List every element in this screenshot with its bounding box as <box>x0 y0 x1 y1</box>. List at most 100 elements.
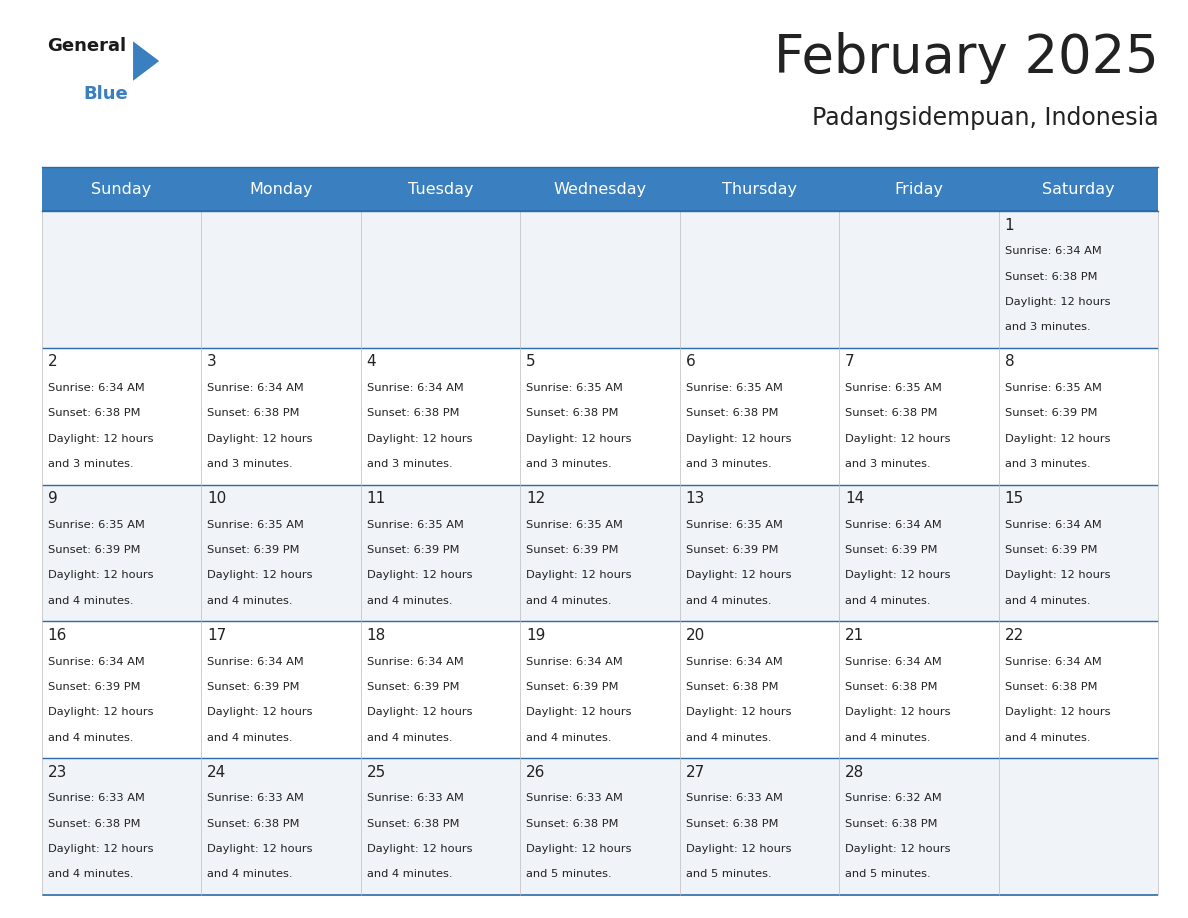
Text: Sunset: 6:38 PM: Sunset: 6:38 PM <box>1005 682 1098 692</box>
Text: 5: 5 <box>526 354 536 369</box>
Text: Sunset: 6:39 PM: Sunset: 6:39 PM <box>48 682 140 692</box>
Text: Sunrise: 6:34 AM: Sunrise: 6:34 AM <box>1005 520 1101 530</box>
Bar <box>520 758 680 895</box>
Text: Daylight: 12 hours: Daylight: 12 hours <box>1005 433 1111 443</box>
Text: Sunset: 6:39 PM: Sunset: 6:39 PM <box>367 682 459 692</box>
Text: 14: 14 <box>845 491 865 506</box>
Text: Daylight: 12 hours: Daylight: 12 hours <box>685 570 791 580</box>
Text: Sunrise: 6:33 AM: Sunrise: 6:33 AM <box>207 793 304 803</box>
Text: and 4 minutes.: and 4 minutes. <box>685 596 771 606</box>
Text: Daylight: 12 hours: Daylight: 12 hours <box>48 844 153 854</box>
Text: Daylight: 12 hours: Daylight: 12 hours <box>1005 297 1111 307</box>
Bar <box>361 348 520 485</box>
Text: and 3 minutes.: and 3 minutes. <box>845 459 931 469</box>
Text: and 3 minutes.: and 3 minutes. <box>1005 322 1091 332</box>
Text: Daylight: 12 hours: Daylight: 12 hours <box>685 433 791 443</box>
Text: and 4 minutes.: and 4 minutes. <box>845 733 930 743</box>
Bar <box>361 758 520 895</box>
Text: 1: 1 <box>1005 218 1015 232</box>
Text: Sunrise: 6:35 AM: Sunrise: 6:35 AM <box>845 383 942 393</box>
Text: Sunset: 6:38 PM: Sunset: 6:38 PM <box>526 409 619 419</box>
Text: Daylight: 12 hours: Daylight: 12 hours <box>685 844 791 854</box>
Text: Daylight: 12 hours: Daylight: 12 hours <box>207 844 312 854</box>
Bar <box>839 348 999 485</box>
Bar <box>999 621 1158 758</box>
Text: and 4 minutes.: and 4 minutes. <box>845 596 930 606</box>
Text: and 4 minutes.: and 4 minutes. <box>48 869 133 879</box>
Bar <box>680 211 839 348</box>
Bar <box>42 758 201 895</box>
Bar <box>839 621 999 758</box>
Text: 2: 2 <box>48 354 57 369</box>
Text: 18: 18 <box>367 628 386 643</box>
Text: Sunrise: 6:35 AM: Sunrise: 6:35 AM <box>526 520 623 530</box>
Text: Daylight: 12 hours: Daylight: 12 hours <box>526 844 632 854</box>
Bar <box>999 348 1158 485</box>
Bar <box>520 348 680 485</box>
Text: Sunrise: 6:35 AM: Sunrise: 6:35 AM <box>526 383 623 393</box>
Text: Daylight: 12 hours: Daylight: 12 hours <box>367 570 472 580</box>
Text: Daylight: 12 hours: Daylight: 12 hours <box>1005 570 1111 580</box>
Text: 7: 7 <box>845 354 855 369</box>
Text: Monday: Monday <box>249 182 312 196</box>
Text: Sunset: 6:38 PM: Sunset: 6:38 PM <box>1005 272 1098 282</box>
Text: 15: 15 <box>1005 491 1024 506</box>
Text: Sunset: 6:38 PM: Sunset: 6:38 PM <box>207 409 299 419</box>
Bar <box>201 485 361 621</box>
Text: 11: 11 <box>367 491 386 506</box>
Bar <box>42 348 201 485</box>
Text: Sunset: 6:38 PM: Sunset: 6:38 PM <box>685 819 778 829</box>
Text: 10: 10 <box>207 491 226 506</box>
Text: and 3 minutes.: and 3 minutes. <box>367 459 453 469</box>
Text: Sunset: 6:39 PM: Sunset: 6:39 PM <box>207 682 299 692</box>
Text: Daylight: 12 hours: Daylight: 12 hours <box>367 433 472 443</box>
Text: Daylight: 12 hours: Daylight: 12 hours <box>845 844 950 854</box>
Text: and 3 minutes.: and 3 minutes. <box>1005 459 1091 469</box>
Text: Daylight: 12 hours: Daylight: 12 hours <box>845 570 950 580</box>
Bar <box>361 621 520 758</box>
Text: Sunset: 6:39 PM: Sunset: 6:39 PM <box>685 545 778 555</box>
Polygon shape <box>133 41 159 81</box>
Text: 24: 24 <box>207 765 226 779</box>
Text: and 4 minutes.: and 4 minutes. <box>48 733 133 743</box>
Text: and 4 minutes.: and 4 minutes. <box>1005 596 1091 606</box>
Text: 12: 12 <box>526 491 545 506</box>
Bar <box>520 621 680 758</box>
Text: Sunset: 6:39 PM: Sunset: 6:39 PM <box>526 682 619 692</box>
Text: Sunrise: 6:34 AM: Sunrise: 6:34 AM <box>845 520 942 530</box>
Text: Sunrise: 6:34 AM: Sunrise: 6:34 AM <box>207 656 304 666</box>
Text: 6: 6 <box>685 354 695 369</box>
Text: Sunrise: 6:34 AM: Sunrise: 6:34 AM <box>1005 246 1101 256</box>
Text: Sunrise: 6:34 AM: Sunrise: 6:34 AM <box>367 383 463 393</box>
Text: Daylight: 12 hours: Daylight: 12 hours <box>207 570 312 580</box>
Bar <box>361 485 520 621</box>
Text: 23: 23 <box>48 765 67 779</box>
Text: 19: 19 <box>526 628 545 643</box>
Bar <box>680 348 839 485</box>
Text: Sunset: 6:38 PM: Sunset: 6:38 PM <box>48 409 140 419</box>
Text: and 4 minutes.: and 4 minutes. <box>526 596 612 606</box>
Text: 16: 16 <box>48 628 67 643</box>
Text: and 5 minutes.: and 5 minutes. <box>845 869 931 879</box>
Text: Sunrise: 6:33 AM: Sunrise: 6:33 AM <box>526 793 623 803</box>
Text: Daylight: 12 hours: Daylight: 12 hours <box>48 570 153 580</box>
Text: Sunset: 6:38 PM: Sunset: 6:38 PM <box>845 682 937 692</box>
Text: 28: 28 <box>845 765 865 779</box>
Text: and 4 minutes.: and 4 minutes. <box>207 596 292 606</box>
Text: Sunset: 6:38 PM: Sunset: 6:38 PM <box>685 682 778 692</box>
Text: Sunrise: 6:33 AM: Sunrise: 6:33 AM <box>367 793 463 803</box>
Bar <box>999 485 1158 621</box>
Text: and 3 minutes.: and 3 minutes. <box>685 459 771 469</box>
Bar <box>201 621 361 758</box>
Text: Sunrise: 6:33 AM: Sunrise: 6:33 AM <box>685 793 783 803</box>
Text: and 4 minutes.: and 4 minutes. <box>48 596 133 606</box>
Text: Sunset: 6:39 PM: Sunset: 6:39 PM <box>1005 409 1098 419</box>
Bar <box>999 758 1158 895</box>
Bar <box>201 211 361 348</box>
Text: and 4 minutes.: and 4 minutes. <box>526 733 612 743</box>
Text: Daylight: 12 hours: Daylight: 12 hours <box>845 707 950 717</box>
Text: Blue: Blue <box>83 85 128 104</box>
Bar <box>361 211 520 348</box>
Text: Daylight: 12 hours: Daylight: 12 hours <box>685 707 791 717</box>
Text: Sunrise: 6:34 AM: Sunrise: 6:34 AM <box>845 656 942 666</box>
